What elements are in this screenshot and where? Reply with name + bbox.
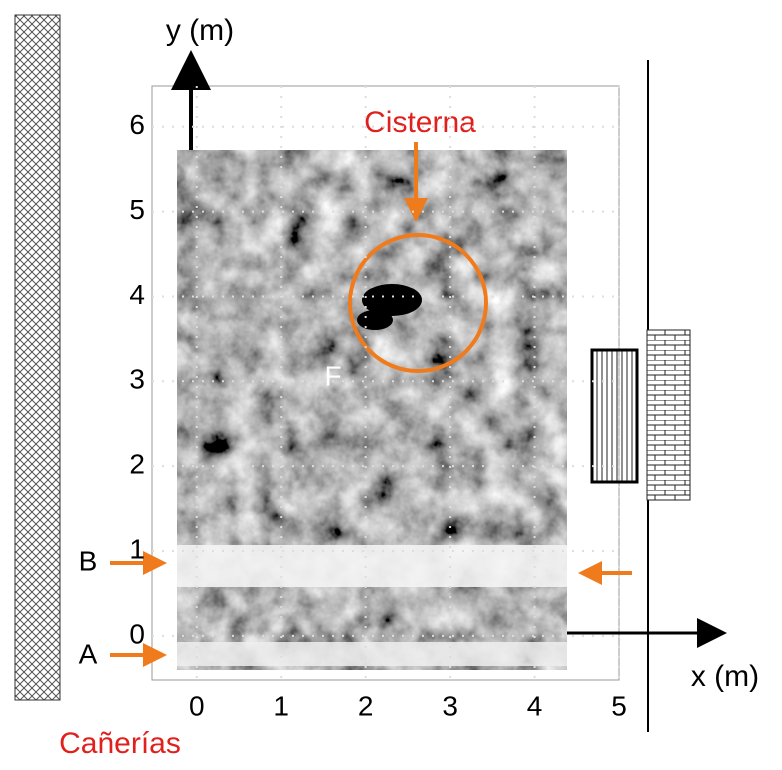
y-tick-label: 2	[129, 449, 145, 480]
annotation: B	[79, 545, 98, 576]
annotation: F	[324, 360, 341, 391]
figure: y (m) x (m) Cisterna F B A Cañerías 0 1 2 3…	[0, 0, 782, 765]
x-tick-label: 3	[442, 690, 458, 721]
y-axis-label: y (m)	[166, 14, 234, 47]
x-tick-label: 1	[273, 690, 289, 721]
y-tick-label: 0	[129, 618, 145, 649]
x-tick-label: 5	[611, 690, 627, 721]
x-tick-label: 0	[189, 690, 205, 721]
annotation: Cañerías	[59, 727, 181, 760]
x-axis-label: x (m)	[691, 660, 759, 693]
y-tick-label: 1	[129, 533, 145, 564]
y-tick-label: 3	[129, 364, 145, 395]
x-tick-label: 2	[358, 690, 374, 721]
y-tick-label: 4	[129, 279, 145, 310]
y-tick-label: 5	[129, 194, 145, 225]
annotation: Cisterna	[364, 106, 476, 139]
x-tick-label: 4	[527, 690, 543, 721]
y-tick-label: 6	[129, 109, 145, 140]
annotation: A	[79, 638, 98, 669]
